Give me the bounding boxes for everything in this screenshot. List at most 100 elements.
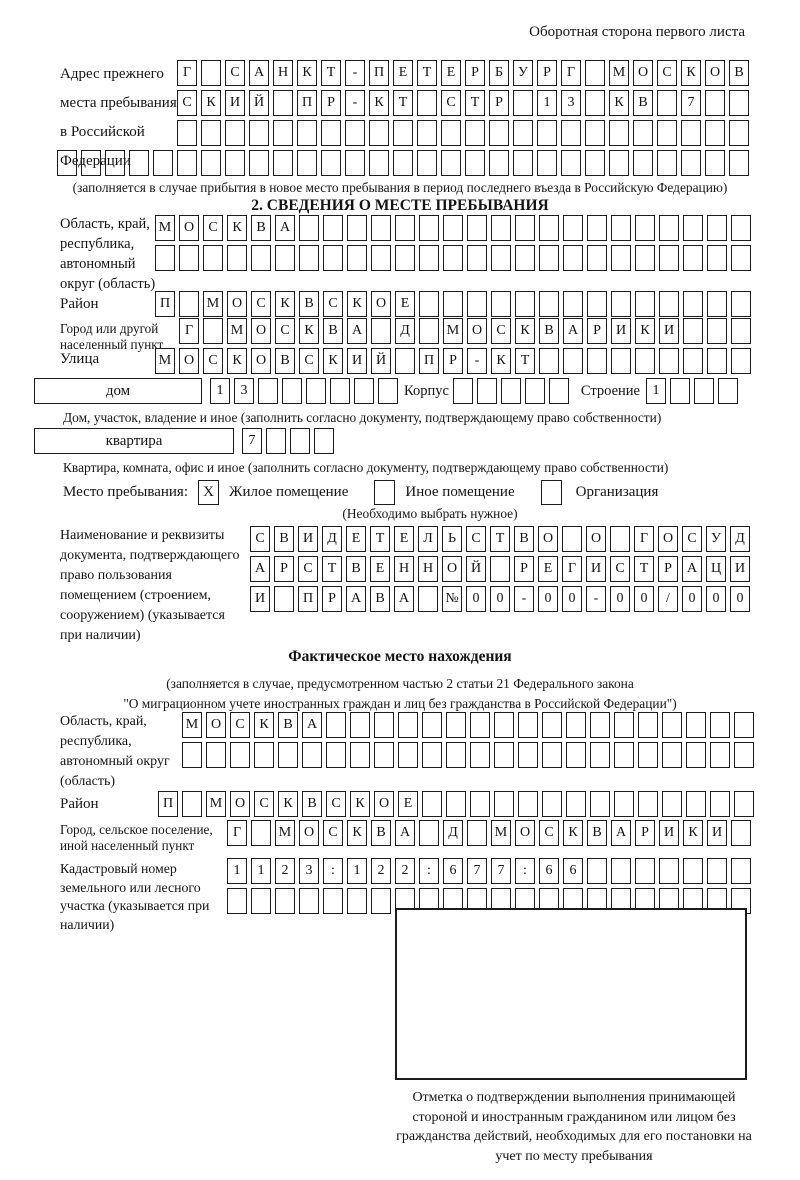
char-cell[interactable]: [669, 378, 690, 404]
char-cell[interactable]: [542, 742, 562, 768]
char-cell[interactable]: С: [682, 526, 702, 552]
char-cell[interactable]: [347, 215, 367, 241]
char-cell[interactable]: [562, 526, 582, 552]
char-cell[interactable]: А: [347, 318, 367, 344]
char-cell[interactable]: [731, 348, 751, 374]
char-cell[interactable]: [273, 120, 293, 146]
char-cell[interactable]: [686, 712, 706, 738]
char-cell[interactable]: [491, 245, 511, 271]
char-cell[interactable]: 2: [275, 858, 295, 884]
char-cell[interactable]: [734, 791, 754, 817]
char-cell[interactable]: И: [659, 318, 679, 344]
char-cell[interactable]: [417, 150, 437, 176]
char-cell[interactable]: [707, 245, 727, 271]
char-cell[interactable]: [371, 318, 391, 344]
char-cell[interactable]: [374, 742, 394, 768]
char-cell[interactable]: Т: [515, 348, 535, 374]
char-cell[interactable]: Й: [249, 90, 269, 116]
char-cell[interactable]: А: [682, 556, 702, 582]
char-cell[interactable]: [369, 120, 389, 146]
char-cell[interactable]: [467, 215, 487, 241]
char-cell[interactable]: С: [230, 712, 250, 738]
char-cell[interactable]: [686, 742, 706, 768]
char-cell[interactable]: [539, 348, 559, 374]
char-cell[interactable]: [417, 90, 437, 116]
char-cell[interactable]: [254, 742, 274, 768]
char-cell[interactable]: Г: [227, 820, 247, 846]
char-cell[interactable]: [659, 245, 679, 271]
char-cell[interactable]: [707, 348, 727, 374]
char-cell[interactable]: 0: [706, 586, 726, 612]
char-cell[interactable]: К: [299, 318, 319, 344]
char-cell[interactable]: [201, 60, 221, 86]
char-cell[interactable]: 3: [234, 378, 254, 404]
char-cell[interactable]: [393, 120, 413, 146]
char-cell[interactable]: [395, 215, 415, 241]
char-cell[interactable]: Т: [370, 526, 390, 552]
char-cell[interactable]: [258, 378, 278, 404]
char-cell[interactable]: 0: [730, 586, 750, 612]
char-cell[interactable]: А: [395, 820, 415, 846]
char-cell[interactable]: [587, 215, 607, 241]
char-cell[interactable]: [610, 526, 630, 552]
char-cell[interactable]: Н: [273, 60, 293, 86]
char-cell[interactable]: И: [347, 348, 367, 374]
char-cell[interactable]: [633, 150, 653, 176]
char-cell[interactable]: [374, 712, 394, 738]
char-cell[interactable]: М: [155, 215, 175, 241]
char-cell[interactable]: [515, 291, 535, 317]
char-cell[interactable]: [446, 791, 466, 817]
char-cell[interactable]: -: [467, 348, 487, 374]
char-cell[interactable]: [659, 858, 679, 884]
char-cell[interactable]: [274, 586, 294, 612]
char-cell[interactable]: С: [441, 90, 461, 116]
char-cell[interactable]: К: [275, 291, 295, 317]
char-cell[interactable]: Ц: [706, 556, 726, 582]
char-cell[interactable]: [659, 291, 679, 317]
char-cell[interactable]: [225, 120, 245, 146]
char-cell[interactable]: [494, 712, 514, 738]
char-cell[interactable]: [467, 245, 487, 271]
char-cell[interactable]: [206, 742, 226, 768]
char-cell[interactable]: [203, 245, 223, 271]
char-cell[interactable]: [561, 150, 581, 176]
char-cell[interactable]: [369, 150, 389, 176]
char-cell[interactable]: В: [633, 90, 653, 116]
char-cell[interactable]: [611, 291, 631, 317]
char-cell[interactable]: [585, 90, 605, 116]
char-cell[interactable]: 6: [563, 858, 583, 884]
house-box[interactable]: дом: [34, 378, 202, 404]
char-cell[interactable]: [683, 858, 703, 884]
char-cell[interactable]: Т: [393, 90, 413, 116]
char-cell[interactable]: :: [515, 858, 535, 884]
char-cell[interactable]: А: [611, 820, 631, 846]
char-cell[interactable]: [563, 245, 583, 271]
char-cell[interactable]: [443, 215, 463, 241]
char-cell[interactable]: [306, 378, 326, 404]
char-cell[interactable]: [566, 712, 586, 738]
char-cell[interactable]: -: [345, 60, 365, 86]
char-cell[interactable]: [491, 291, 511, 317]
char-cell[interactable]: [470, 791, 490, 817]
char-cell[interactable]: [395, 348, 415, 374]
char-cell[interactable]: №: [442, 586, 462, 612]
char-cell[interactable]: М: [227, 318, 247, 344]
char-cell[interactable]: В: [514, 526, 534, 552]
char-cell[interactable]: К: [227, 348, 247, 374]
char-cell[interactable]: [731, 291, 751, 317]
char-cell[interactable]: [563, 215, 583, 241]
char-cell[interactable]: [273, 150, 293, 176]
char-cell[interactable]: [393, 150, 413, 176]
char-cell[interactable]: О: [374, 791, 394, 817]
char-cell[interactable]: [177, 120, 197, 146]
char-cell[interactable]: [635, 291, 655, 317]
char-cell[interactable]: [419, 215, 439, 241]
char-cell[interactable]: С: [466, 526, 486, 552]
char-cell[interactable]: О: [705, 60, 725, 86]
char-cell[interactable]: [326, 742, 346, 768]
char-cell[interactable]: К: [227, 215, 247, 241]
char-cell[interactable]: [731, 858, 751, 884]
char-cell[interactable]: К: [201, 90, 221, 116]
char-cell[interactable]: [419, 291, 439, 317]
char-cell[interactable]: Т: [465, 90, 485, 116]
